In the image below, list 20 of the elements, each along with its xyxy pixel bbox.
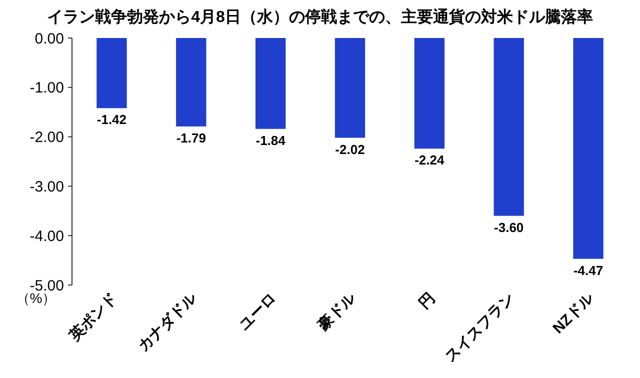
data-label: -1.42 <box>96 112 127 128</box>
y-tick-label: -1.00 <box>30 80 64 97</box>
data-label: -1.79 <box>176 130 206 146</box>
x-tick-label: 豪ドル <box>314 289 360 334</box>
data-label: -3.60 <box>494 220 524 235</box>
x-tick-label: スイスフラン <box>442 290 518 366</box>
x-tick-label: ユーロ <box>236 290 280 334</box>
y-tick-label: -4.00 <box>30 228 64 245</box>
data-label: -2.02 <box>335 142 365 157</box>
data-label: -1.84 <box>256 132 286 148</box>
data-label: -4.47 <box>573 262 604 278</box>
data-label: -2.24 <box>414 152 446 168</box>
x-tick-label: NZドル <box>550 289 598 338</box>
chart-title: イラン戦争勃発から4月8日（水）の停戦までの、主要通貨の対米ドル騰落率 <box>47 7 593 26</box>
y-tick-label: 0.00 <box>34 30 64 48</box>
x-tick-label: 円 <box>416 290 438 312</box>
x-tick-label: カナダドル <box>134 289 201 355</box>
y-tick-label: -2.00 <box>30 129 64 146</box>
x-tick-label: 英ポンド <box>65 290 121 345</box>
y-tick-label: -3.00 <box>30 178 64 196</box>
